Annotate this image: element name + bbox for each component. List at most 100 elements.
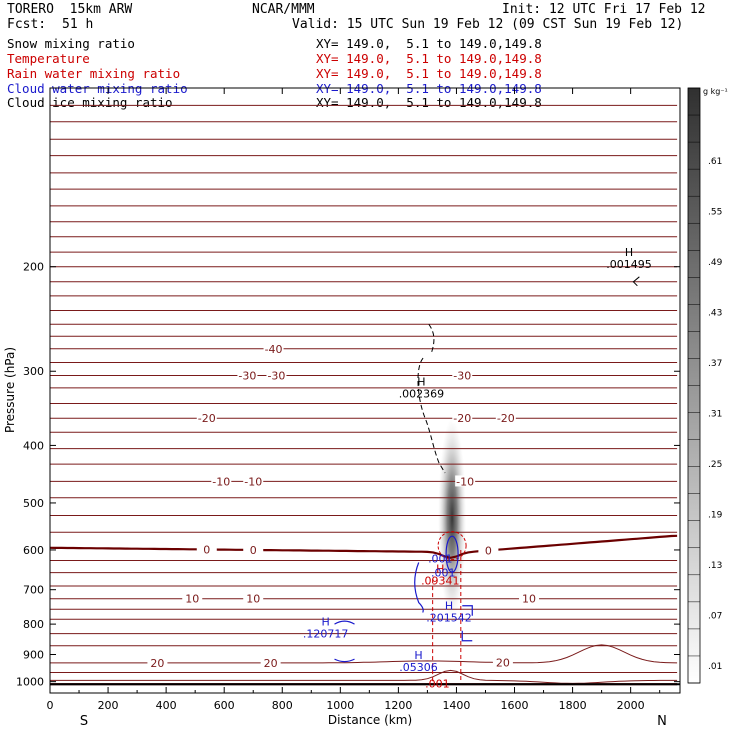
- field-snow-name: Snow mixing ratio: [7, 36, 135, 51]
- contour-value-label: .001: [428, 552, 453, 565]
- colorbar-tick-label: .19: [708, 511, 723, 521]
- forecast-label: Fcst:: [7, 17, 47, 32]
- isotherm-label: 20: [496, 657, 510, 670]
- field-cloudice-xy: XY= 149.0, 5.1 to 149.0,149.8: [316, 95, 542, 110]
- isotherm-label: -30: [267, 370, 285, 383]
- high-value: .120717: [303, 628, 349, 641]
- y-tick-label: 200: [23, 261, 44, 274]
- isotherm-label: 0: [203, 543, 210, 556]
- init-time: Init: 12 UTC Fri 17 Feb 12: [502, 2, 706, 17]
- isotherm-label-bg: [237, 369, 258, 381]
- colorbar-tick-label: .61: [708, 157, 722, 167]
- isotherm-label: -30: [453, 370, 471, 383]
- cloud-ice-contour: [417, 323, 446, 474]
- y-tick-label: 400: [23, 439, 44, 452]
- cloud-water-contour: [461, 605, 473, 642]
- y-tick-label: 500: [23, 497, 44, 510]
- high-value: .09341: [421, 574, 460, 587]
- colorbar-tick-label: .55: [708, 208, 722, 218]
- x-tick-label: 2000: [617, 699, 645, 712]
- colorbar-tick-label: .13: [708, 561, 722, 571]
- isotherm-label: 10: [522, 593, 536, 606]
- field-rain-name: Rain water mixing ratio: [7, 66, 181, 81]
- field-temperature-xy: XY= 149.0, 5.1 to 149.0,149.8: [316, 51, 542, 66]
- isotherm-label-bg: [492, 656, 513, 668]
- high-marker: H: [414, 649, 422, 662]
- snow-shading: [438, 417, 467, 618]
- field-temperature-name: Temperature: [7, 51, 90, 66]
- colorbar-tick-label: .25: [708, 460, 722, 470]
- colorbar-tick-label: .01: [708, 662, 722, 672]
- x-tick-label: 0: [47, 699, 54, 712]
- y-tick-label: 800: [23, 618, 44, 631]
- x-tick-label: 1200: [384, 699, 412, 712]
- south-label: S: [80, 714, 88, 729]
- isotherm-label-bg: [243, 543, 264, 555]
- high-marker: H: [417, 375, 425, 388]
- isotherm-label-bg: [260, 656, 281, 668]
- colorbar-tick-label: .07: [708, 612, 722, 622]
- organization: NCAR/MMM: [252, 2, 315, 17]
- cloud-water-contour: [414, 562, 424, 613]
- cloud-water-contour: [445, 535, 459, 573]
- high-marker: H: [322, 616, 330, 629]
- field-cloudice-name: Cloud ice mixing ratio: [7, 95, 173, 110]
- isotherm-label: -30: [238, 370, 256, 383]
- field-snow-xy: XY= 149.0, 5.1 to 149.0,149.8: [316, 36, 542, 51]
- isotherm-label-bg: [243, 475, 264, 487]
- north-label: N: [657, 714, 667, 729]
- high-value: .05306: [399, 661, 438, 674]
- y-tick-label: 1000: [16, 676, 44, 689]
- contour-value-label: .001: [431, 567, 456, 580]
- isotherm-label-bg: [266, 369, 287, 381]
- isotherm-line: [50, 644, 678, 664]
- isotherm-label: -40: [265, 343, 283, 356]
- isotherm-label-bg: [147, 656, 168, 668]
- x-tick-label: 1000: [326, 699, 354, 712]
- contour-value-label: .001: [425, 678, 450, 691]
- isotherm-label-bg: [196, 412, 217, 424]
- high-value: .201542: [426, 612, 472, 625]
- x-tick-label: 1400: [442, 699, 470, 712]
- colorbar-tick-label: .43: [708, 309, 722, 319]
- isotherm-label-bg: [243, 592, 264, 604]
- x-tick-label: 1800: [559, 699, 587, 712]
- y-tick-label: 300: [23, 365, 44, 378]
- x-tick-label: 600: [214, 699, 235, 712]
- isotherm-label: 20: [264, 657, 278, 670]
- isotherm-label: -20: [497, 412, 515, 425]
- isotherm-label: 0: [485, 544, 492, 557]
- rain-column-contour: [432, 549, 462, 685]
- isotherm-label-bg: [263, 342, 284, 354]
- cloud-water-contour: [334, 620, 355, 663]
- isotherm-label-bg: [478, 544, 499, 556]
- y-tick-label: 900: [23, 648, 44, 661]
- high-marker: H: [445, 600, 453, 613]
- isotherm-label-bg: [452, 412, 473, 424]
- x-axis-label: Distance (km): [328, 713, 412, 727]
- high-marker: H: [625, 246, 633, 259]
- isotherm-label-bg: [455, 475, 476, 487]
- valid-time: Valid: 15 UTC Sun 19 Feb 12 (09 CST Sun …: [292, 17, 684, 32]
- rain-top-contour: [437, 531, 467, 561]
- isotherm-label: -10: [244, 475, 262, 488]
- y-tick-label: 700: [23, 584, 44, 597]
- isotherm-label-bg: [495, 412, 516, 424]
- isotherm-label: 10: [185, 593, 199, 606]
- x-tick-label: 800: [272, 699, 293, 712]
- x-tick-label: 400: [156, 699, 177, 712]
- isotherm-label: 0: [250, 544, 257, 557]
- isotherm-label: -20: [453, 412, 471, 425]
- isotherm-label-bg: [196, 543, 217, 555]
- isotherm-label-bg: [182, 592, 203, 604]
- x-tick-label: 200: [98, 699, 119, 712]
- y-tick-label: 600: [23, 544, 44, 557]
- cloud-ice-contour: [632, 276, 640, 287]
- forecast-hour: 51 h: [62, 17, 94, 32]
- isotherm-label-bg: [452, 369, 473, 381]
- isotherm-label: -10: [456, 475, 474, 488]
- isotherm-line: [50, 534, 678, 559]
- colorbar-tick-label: .37: [708, 359, 722, 369]
- isotherm-label: -20: [198, 412, 216, 425]
